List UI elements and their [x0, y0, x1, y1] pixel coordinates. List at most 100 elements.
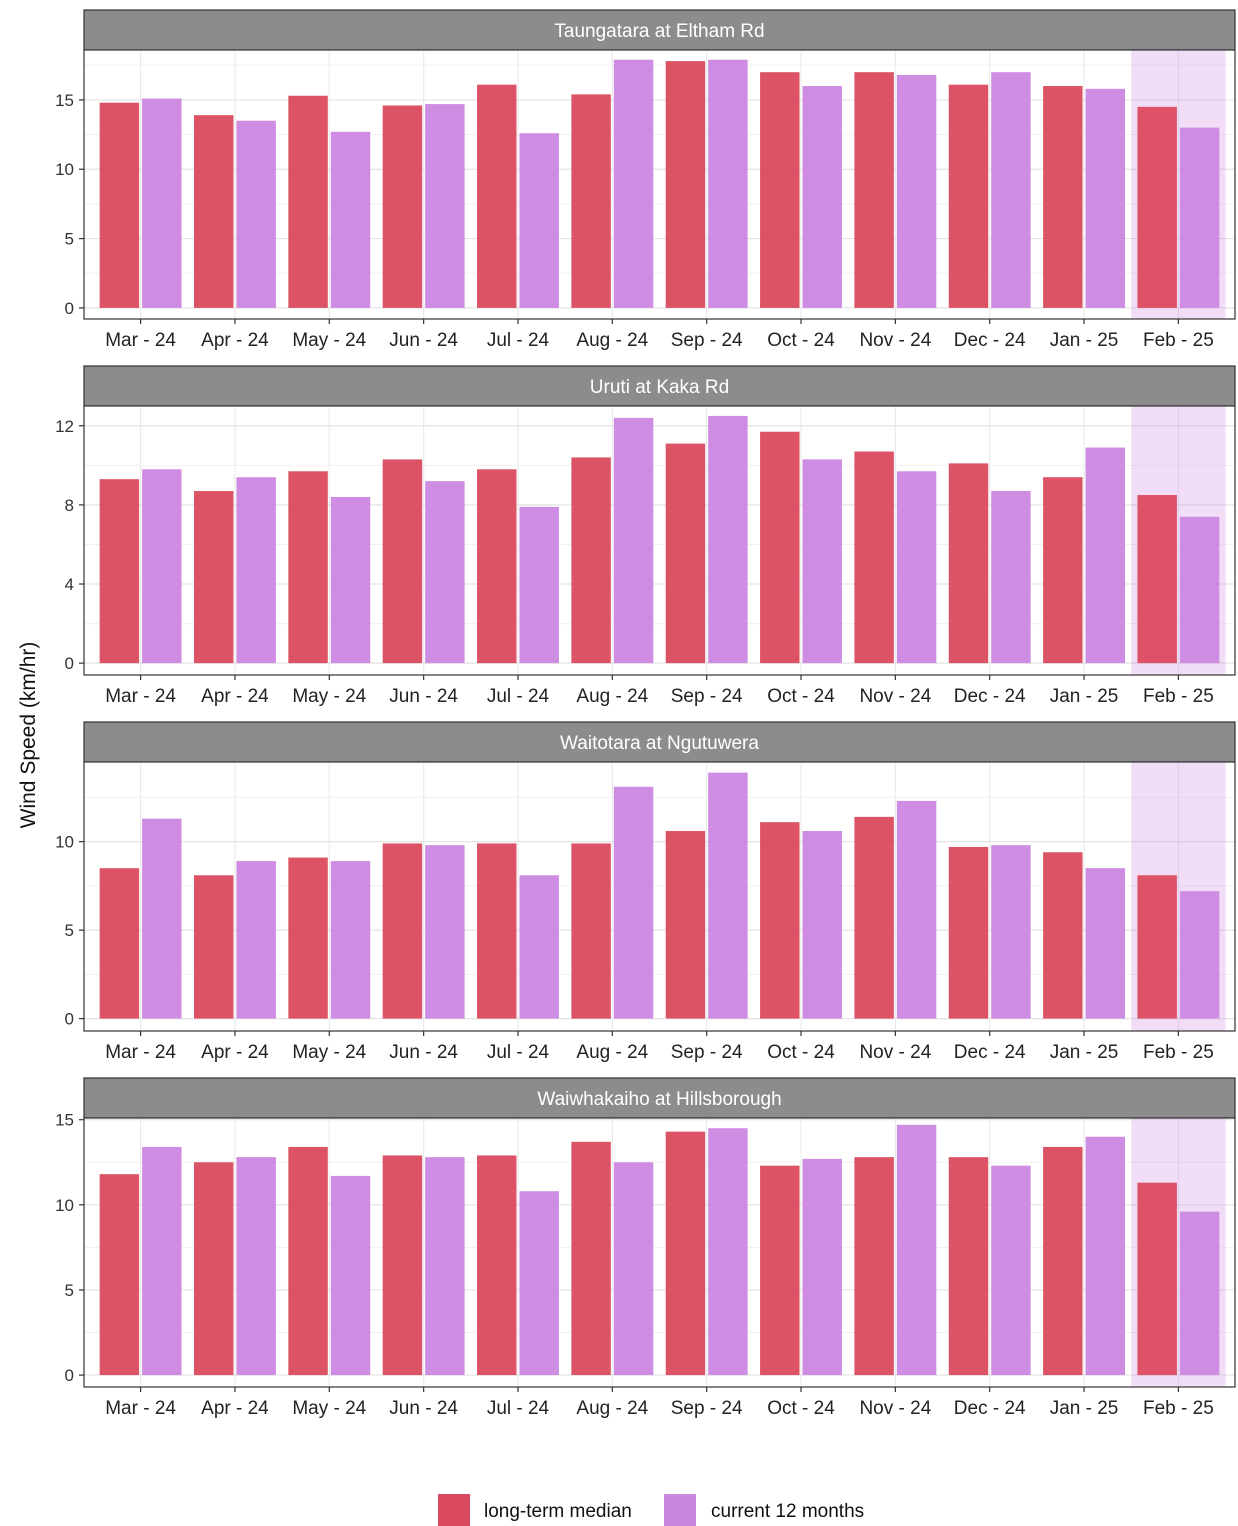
bar-long-term-median-jan-25 — [1043, 852, 1083, 1019]
bar-long-term-median-sep-24 — [665, 61, 706, 308]
x-tick-label: Jul - 24 — [487, 1042, 550, 1063]
bar-current-12-months-aug-24 — [613, 1162, 654, 1376]
y-tick-label: 15 — [55, 91, 74, 110]
bar-long-term-median-oct-24 — [760, 1165, 800, 1376]
bar-long-term-median-mar-24 — [99, 868, 140, 1019]
bar-current-12-months-nov-24 — [896, 1124, 937, 1376]
bar-long-term-median-jul-24 — [477, 469, 517, 664]
panel-title: Waiwhakaiho at Hillsborough — [537, 1089, 781, 1110]
bar-current-12-months-dec-24 — [991, 491, 1031, 664]
x-tick-label: Oct - 24 — [767, 1398, 835, 1419]
bar-current-12-months-oct-24 — [802, 86, 842, 308]
x-tick-label: Dec - 24 — [954, 686, 1026, 707]
bar-current-12-months-oct-24 — [802, 459, 842, 664]
x-tick-label: Mar - 24 — [105, 330, 176, 351]
bar-long-term-median-nov-24 — [854, 816, 894, 1019]
bar-current-12-months-may-24 — [330, 1175, 371, 1376]
bar-current-12-months-mar-24 — [142, 1146, 182, 1376]
bar-long-term-median-may-24 — [288, 471, 328, 664]
bar-current-12-months-jan-25 — [1085, 868, 1126, 1019]
bar-current-12-months-dec-24 — [991, 845, 1031, 1019]
chart-panels: Taungatara at Eltham Rd 0 5 10 15 Mar - 24 Apr… — [55, 9, 1236, 1419]
panel-strip — [83, 721, 1236, 763]
bar-current-12-months-feb-25 — [1179, 1211, 1220, 1376]
x-tick-label: Jan - 25 — [1050, 1398, 1119, 1419]
x-tick-label: Jan - 25 — [1050, 1042, 1119, 1063]
x-tick-label: Mar - 24 — [105, 1042, 176, 1063]
x-tick-label: Aug - 24 — [576, 1398, 648, 1419]
x-tick-label: Oct - 24 — [767, 686, 835, 707]
x-tick-label: Nov - 24 — [859, 1398, 931, 1419]
bar-current-12-months-may-24 — [330, 496, 371, 664]
bar-long-term-median-jul-24 — [477, 84, 517, 308]
bar-long-term-median-feb-25 — [1137, 106, 1177, 308]
bar-long-term-median-oct-24 — [760, 431, 800, 664]
y-tick-label: 10 — [55, 833, 74, 852]
x-tick-label: Sep - 24 — [671, 330, 743, 351]
bar-current-12-months-jun-24 — [425, 845, 465, 1019]
bar-long-term-median-jun-24 — [382, 459, 423, 664]
bar-current-12-months-may-24 — [330, 131, 371, 308]
y-tick-label: 10 — [55, 1196, 74, 1215]
bar-long-term-median-dec-24 — [948, 1157, 989, 1376]
x-tick-label: Nov - 24 — [859, 1042, 931, 1063]
x-tick-label: Dec - 24 — [954, 330, 1026, 351]
y-tick-label: 8 — [65, 496, 74, 515]
bar-current-12-months-sep-24 — [708, 415, 748, 664]
bar-long-term-median-nov-24 — [854, 1157, 894, 1376]
bar-long-term-median-jun-24 — [382, 1155, 423, 1376]
bar-current-12-months-mar-24 — [142, 98, 182, 308]
panel-waiwhakaiho-at-hillsborough: Waiwhakaiho at Hillsborough 0 5 10 15 Mar - 2… — [55, 1077, 1236, 1419]
legend-swatch-long-term-median — [438, 1494, 470, 1526]
bar-current-12-months-aug-24 — [613, 417, 654, 664]
bar-current-12-months-jul-24 — [519, 506, 559, 664]
bar-current-12-months-sep-24 — [708, 772, 748, 1019]
bar-long-term-median-aug-24 — [571, 94, 611, 308]
bar-long-term-median-dec-24 — [948, 463, 989, 664]
x-tick-label: May - 24 — [292, 1042, 366, 1063]
bar-current-12-months-aug-24 — [613, 59, 654, 308]
bar-current-12-months-jun-24 — [425, 1157, 465, 1376]
bar-current-12-months-jan-25 — [1085, 88, 1126, 308]
x-tick-label: Jun - 24 — [389, 686, 458, 707]
x-tick-label: Jul - 24 — [487, 686, 550, 707]
panel-strip — [83, 1077, 1236, 1119]
bar-current-12-months-oct-24 — [802, 831, 842, 1019]
y-tick-label: 15 — [55, 1111, 74, 1130]
bar-current-12-months-oct-24 — [802, 1158, 842, 1376]
x-tick-label: Jan - 25 — [1050, 330, 1119, 351]
x-tick-label: Sep - 24 — [671, 686, 743, 707]
panel-border — [83, 49, 1236, 320]
bar-long-term-median-apr-24 — [193, 875, 234, 1019]
panel-waitotara-at-ngutuwera: Waitotara at Ngutuwera 0 5 10 Mar - 24 Apr - … — [55, 721, 1236, 1063]
bar-current-12-months-feb-25 — [1179, 891, 1220, 1019]
bar-current-12-months-apr-24 — [236, 1157, 276, 1376]
x-tick-label: May - 24 — [292, 686, 366, 707]
bar-current-12-months-apr-24 — [236, 477, 276, 664]
bar-long-term-median-jun-24 — [382, 105, 423, 308]
bar-current-12-months-nov-24 — [896, 471, 937, 664]
bar-long-term-median-aug-24 — [571, 457, 611, 664]
bar-long-term-median-oct-24 — [760, 72, 800, 308]
bar-current-12-months-jun-24 — [425, 104, 465, 308]
x-tick-label: Apr - 24 — [201, 1398, 269, 1419]
bar-current-12-months-dec-24 — [991, 72, 1031, 308]
bar-long-term-median-feb-25 — [1137, 1182, 1177, 1376]
x-tick-label: Aug - 24 — [576, 686, 648, 707]
bar-current-12-months-jul-24 — [519, 875, 559, 1019]
bar-long-term-median-may-24 — [288, 857, 328, 1019]
x-tick-label: Jul - 24 — [487, 330, 550, 351]
bar-current-12-months-apr-24 — [236, 861, 276, 1019]
x-tick-label: Jun - 24 — [389, 1398, 458, 1419]
bar-current-12-months-sep-24 — [708, 1128, 748, 1376]
bar-long-term-median-aug-24 — [571, 1141, 611, 1376]
x-tick-label: Dec - 24 — [954, 1398, 1026, 1419]
bar-long-term-median-may-24 — [288, 1146, 328, 1376]
bar-long-term-median-feb-25 — [1137, 495, 1177, 664]
y-axis-title: Wind Speed (km/hr) — [17, 642, 40, 829]
bar-long-term-median-jan-25 — [1043, 477, 1083, 664]
panel-taungatara-at-eltham-rd: Taungatara at Eltham Rd 0 5 10 15 Mar - 24 Apr… — [55, 9, 1236, 351]
bar-long-term-median-sep-24 — [665, 443, 706, 664]
y-tick-label: 10 — [55, 160, 74, 179]
